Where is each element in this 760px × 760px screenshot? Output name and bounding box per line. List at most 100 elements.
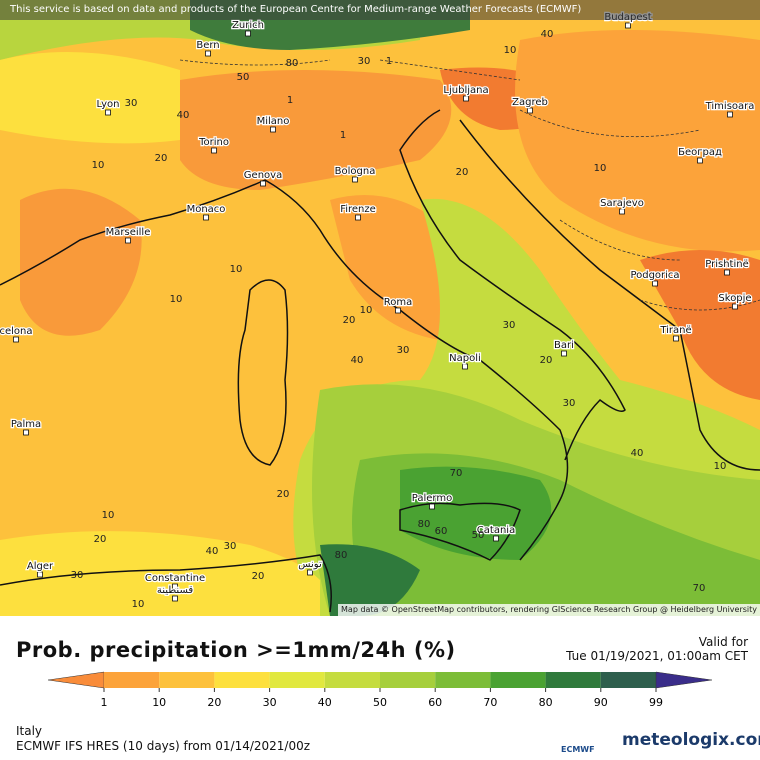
contour-label: 20 [94,534,107,545]
legend: 1 10 20 30 40 50 60 70 80 90 99 [47,671,713,709]
legend-tick-label: 40 [318,696,332,709]
city-marker [727,111,733,118]
city-label: Torino [198,137,229,148]
contour-label: 40 [206,546,219,557]
city-marker [125,237,131,244]
title: Prob. precipitation >=1mm/24h (%) [16,638,456,662]
city-label: Palma [11,419,41,430]
city-label: Timisoara [705,101,755,112]
city-marker [245,30,251,37]
contour-label: 30 [125,98,138,109]
legend-swatch [324,672,380,688]
city-marker [270,126,276,133]
field [400,466,552,560]
city-label: Lyon [96,99,119,110]
city-marker [260,180,266,187]
contour-label: 1 [287,95,293,106]
city-label: Roma [384,297,413,308]
city-marker [527,107,533,114]
city-label: قسنطينة [157,585,194,596]
legend-tick-label: 50 [373,696,387,709]
contour-label: 80 [418,519,431,530]
contour-label: 10 [170,294,183,305]
city-marker [429,503,435,510]
city-label: Podgorica [630,270,679,281]
contour-label: 80 [335,550,348,561]
valid-time: Tue 01/19/2021, 01:00am CET [566,649,748,663]
city-marker [625,22,631,29]
legend-tick-label: 1 [101,696,108,709]
legend-swatch [435,672,491,688]
contour-label: 20 [277,489,290,500]
city-label: Београд [678,147,722,158]
city-marker [462,363,468,370]
contour-label: 30 [358,56,371,67]
legend-arrow [655,671,713,689]
legend-swatch [380,672,436,688]
city-label: Catania [477,525,515,536]
city-marker [561,350,567,357]
field [20,188,142,336]
city-marker [307,569,313,576]
coastline [0,109,626,561]
city-label: Alger [27,561,54,572]
legend-tick-label: 30 [263,696,277,709]
island-outline [399,502,521,561]
contour-label: 40 [351,355,364,366]
contour-label: 20 [252,571,265,582]
city-label: Ljubljana [443,85,488,96]
contour-label: 10 [504,45,517,56]
city-label: Marseille [106,227,151,238]
contour-label: 30 [397,345,410,356]
legend-tick-label: 90 [594,696,608,709]
city-label: Bern [196,40,219,51]
field [0,531,320,616]
attribution: Map data © OpenStreetMap contributors, r… [338,604,760,616]
valid-label: Valid for [698,635,748,649]
city-marker [13,336,19,343]
contour-label: 40 [541,29,554,40]
region: Italy [16,724,43,738]
city-label: تونس [298,559,322,570]
legend-swatch [214,672,270,688]
city-label: Bologna [335,166,376,177]
city-marker [652,280,658,287]
legend-tick-label: 10 [152,696,166,709]
city-marker [395,307,401,314]
legend-swatch [159,672,215,688]
contour-label: 10 [230,264,243,275]
contour-label: 70 [450,468,463,479]
coastline [0,554,332,613]
city-label: Sarajevo [600,198,644,209]
field [320,544,420,616]
city-marker [105,109,111,116]
city-marker [673,335,679,342]
contour-label: 40 [177,110,190,121]
contour-label: 30 [71,570,84,581]
contour-label: 20 [540,355,553,366]
contour-label: 30 [503,320,516,331]
contour-label: 20 [456,167,469,178]
city-label: Constantine [145,573,205,584]
city-marker [732,303,738,310]
city-label: Prishtinë [705,259,748,270]
city-marker [203,214,209,221]
city-label: Zurich [232,20,264,31]
city-label: Zagreb [512,97,548,108]
island-outline [237,279,289,466]
contour-label: 30 [224,541,237,552]
legend-tick-label: 99 [649,696,663,709]
legend-arrow [47,671,105,689]
contour-label: 1 [340,130,346,141]
city-marker [37,571,43,578]
coastline [459,119,760,471]
city-marker [355,214,361,221]
city-marker [211,147,217,154]
legend-swatch [269,672,325,688]
legend-tick-label: 70 [483,696,497,709]
city-label: Genova [244,170,282,181]
legend-tick-label: 80 [539,696,553,709]
city-marker [23,429,29,436]
brand-logo[interactable]: meteologix.com [622,730,760,750]
